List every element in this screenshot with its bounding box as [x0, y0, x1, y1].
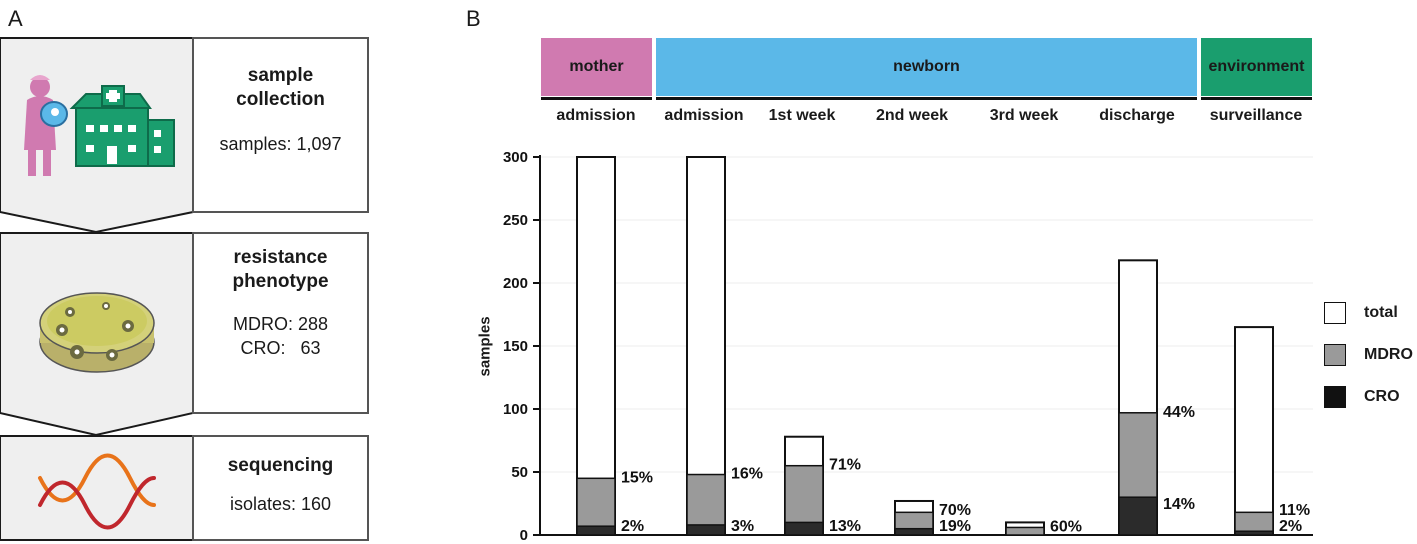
legend-label-total: total: [1364, 304, 1398, 321]
legend-swatch-mdro: [1324, 344, 1346, 366]
collection-text-box: [192, 37, 369, 213]
timepoint-label: 2nd week: [875, 107, 949, 124]
group-band-newborn: newborn: [656, 38, 1197, 96]
data-label-mdro-pct: 70%: [939, 502, 971, 519]
phenotype-text-box: [192, 232, 369, 414]
bar-cro: [686, 524, 726, 536]
legend-swatch-total: [1324, 302, 1346, 324]
data-label-mdro-pct: 15%: [621, 469, 653, 486]
data-label-mdro-pct: 44%: [1163, 404, 1195, 421]
data-label-mdro-pct: 60%: [1050, 518, 1082, 535]
data-label-cro-pct: 2%: [621, 518, 644, 535]
petri-dish-icon: [39, 292, 155, 373]
timepoint-label: surveillance: [1209, 107, 1303, 124]
y-tick-label: 200: [503, 275, 528, 292]
sequencing-text: sequencing isolates: 160: [193, 454, 368, 516]
data-label-cro-pct: 14%: [1163, 496, 1195, 513]
group-underline-newborn: [656, 97, 1197, 100]
hospital-icon: [69, 85, 175, 167]
collection-title-1: sample: [247, 65, 314, 86]
legend-item-total: total: [1324, 302, 1398, 324]
data-label-mdro-pct: 16%: [731, 466, 763, 483]
collection-detail: samples: 1,097: [219, 134, 342, 154]
y-tick-label: 50: [511, 464, 528, 481]
group-band-environment: environment: [1201, 38, 1312, 96]
phenotype-title-2: phenotype: [232, 271, 329, 292]
legend-label-cro: CRO: [1364, 388, 1400, 405]
y-tick-label: 250: [503, 212, 528, 229]
timepoint-label: 3rd week: [989, 107, 1059, 124]
bar-total: [1234, 326, 1274, 536]
dna-helix-icon: [38, 453, 156, 530]
y-tick-label: 100: [503, 401, 528, 418]
panel-label-a: A: [8, 6, 23, 31]
bar-total: [686, 156, 726, 536]
data-label-mdro-pct: 11%: [1279, 502, 1310, 519]
collection-text: sample collection samples: 1,097: [193, 64, 368, 156]
bar-cro: [1118, 496, 1158, 536]
legend-label-mdro: MDRO: [1364, 346, 1413, 363]
bar-cro: [576, 525, 616, 536]
legend-swatch-cro: [1324, 386, 1346, 408]
group-underline-mother: [541, 97, 652, 100]
legend-item-cro: CRO: [1324, 386, 1400, 408]
panel-label-b: B: [466, 6, 481, 31]
timepoint-label: 1st week: [768, 107, 836, 124]
bar-cro: [894, 527, 934, 536]
data-label-mdro-pct: 71%: [829, 457, 861, 474]
data-label-cro-pct: 13%: [829, 518, 861, 535]
sequencing-detail: isolates: 160: [229, 494, 332, 514]
sequencing-text-box: [192, 435, 369, 541]
mother-baby-icon: [24, 75, 68, 176]
y-tick-label: 150: [503, 338, 528, 355]
bar-cro: [784, 521, 824, 536]
group-underline-environment: [1201, 97, 1312, 100]
timepoint-label: discharge: [1099, 107, 1175, 124]
y-tick-label: 0: [520, 527, 528, 544]
legend-item-mdro: MDRO: [1324, 344, 1413, 366]
y-tick-label: 300: [503, 149, 528, 166]
data-label-cro-pct: 2%: [1279, 518, 1302, 535]
data-label-cro-pct: 19%: [939, 518, 971, 535]
sequencing-title: sequencing: [227, 455, 334, 476]
group-band-mother: mother: [541, 38, 652, 96]
phenotype-cro: CRO: 63: [240, 338, 321, 358]
bar-cro: [1234, 530, 1274, 536]
bar-mdro: [1005, 526, 1045, 536]
phenotype-text: resistance phenotype MDRO: 288 CRO: 63: [193, 246, 368, 360]
timepoint-label: admission: [664, 107, 744, 124]
timepoint-label: admission: [556, 107, 636, 124]
collection-title-2: collection: [236, 89, 325, 110]
phenotype-mdro: MDRO: 288: [232, 314, 329, 334]
phenotype-title-1: resistance: [233, 247, 328, 268]
data-label-cro-pct: 3%: [731, 518, 754, 535]
